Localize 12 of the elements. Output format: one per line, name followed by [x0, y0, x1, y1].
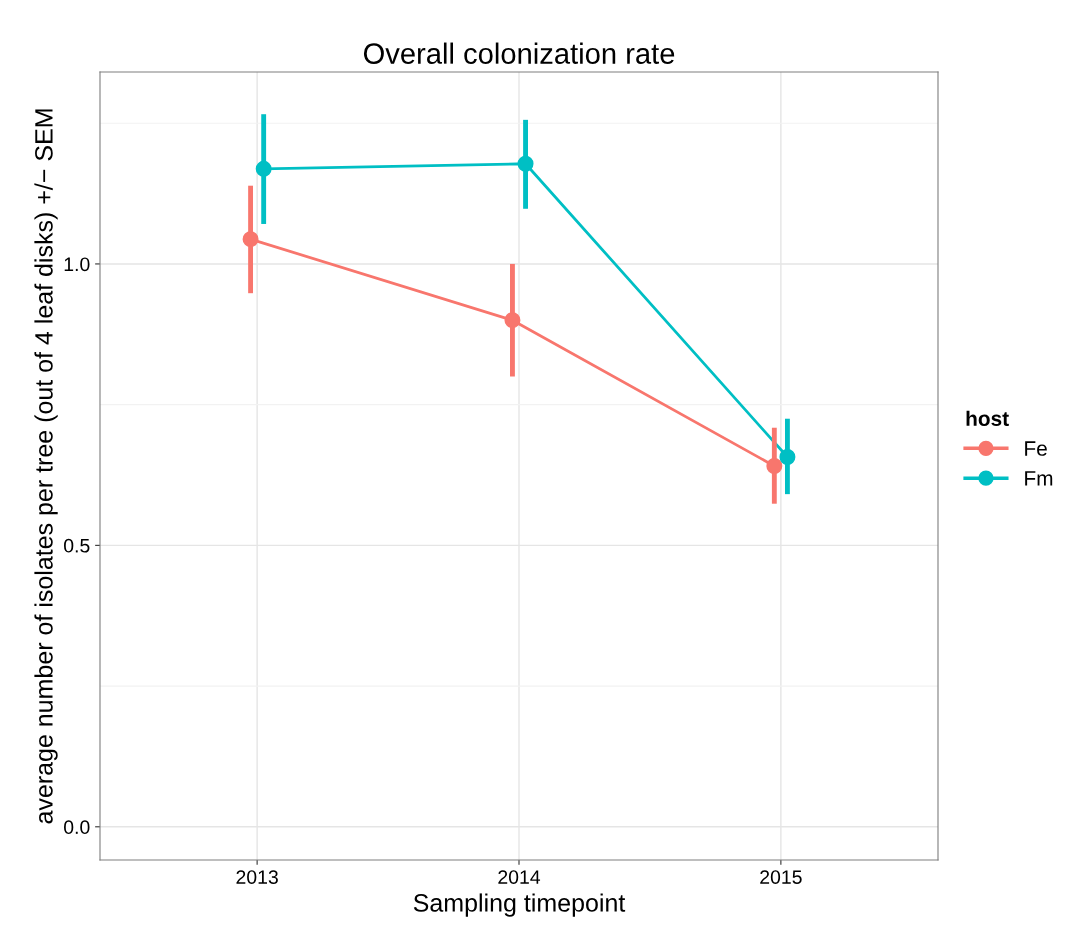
- y-tick-label: 0.5: [64, 538, 90, 553]
- y-tick-label: 0.0: [64, 820, 90, 835]
- legend-label: Fe: [1025, 441, 1047, 456]
- x-axis-title: Sampling timepoint: [413, 893, 626, 917]
- x-tick-label: 2014: [498, 870, 541, 884]
- legend-label: Fm: [1025, 471, 1053, 486]
- y-axis-title: average number of isolates per tree (out of 4 leaf disks) +/− SEM: [34, 109, 58, 824]
- x-tick-label: 2015: [760, 870, 802, 884]
- x-tick-label: 2013: [236, 870, 278, 884]
- chart-title: Overall colonization rate: [363, 42, 675, 64]
- legend-title: host: [966, 410, 1009, 426]
- y-tick-label: 1.0: [64, 257, 90, 272]
